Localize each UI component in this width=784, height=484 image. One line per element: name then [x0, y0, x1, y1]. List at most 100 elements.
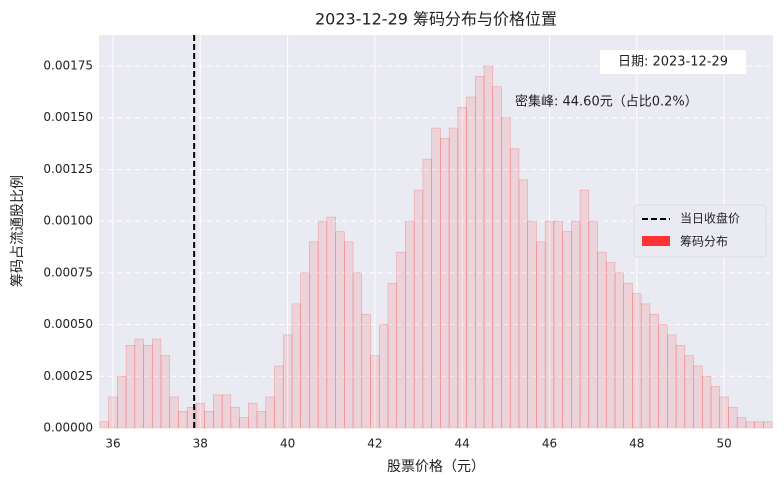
- bar: [195, 402, 205, 429]
- x-tick-label: 48: [629, 437, 644, 451]
- bar: [317, 220, 328, 429]
- legend-swatch: [642, 236, 670, 246]
- bar: [640, 303, 651, 429]
- bar: [597, 251, 607, 429]
- bar: [675, 344, 686, 429]
- bar: [204, 411, 214, 429]
- bar: [309, 241, 319, 429]
- bar: [588, 220, 598, 429]
- bar: [492, 86, 502, 429]
- bar: [387, 282, 398, 429]
- y-tick-label: 0.00050: [43, 317, 93, 331]
- bar: [405, 220, 415, 429]
- legend-label: 筹码分布: [680, 235, 728, 249]
- bar: [247, 402, 258, 429]
- bar: [413, 189, 424, 429]
- bar: [440, 138, 450, 429]
- bar: [186, 407, 197, 429]
- bar: [579, 189, 590, 429]
- bar: [300, 272, 310, 429]
- bar: [457, 107, 467, 429]
- y-tick-label: 0.00150: [43, 110, 93, 124]
- x-tick-label: 40: [280, 437, 295, 451]
- bar: [335, 231, 345, 429]
- y-tick-label: 0.00000: [43, 421, 93, 435]
- bar: [518, 179, 528, 429]
- bar: [282, 334, 293, 429]
- x-tick-label: 46: [542, 437, 557, 451]
- bar: [134, 338, 144, 429]
- x-tick-label: 36: [105, 437, 120, 451]
- annotation-box: [600, 50, 746, 74]
- bar: [448, 127, 459, 429]
- bar: [649, 313, 659, 429]
- bar: [536, 241, 546, 429]
- bar: [265, 396, 275, 429]
- bar: [99, 421, 109, 429]
- bar: [291, 303, 301, 429]
- bar: [553, 220, 563, 429]
- bar: [274, 365, 284, 429]
- y-tick-label: 0.00125: [43, 162, 93, 176]
- bar: [754, 421, 764, 429]
- bar: [571, 220, 581, 429]
- bar: [151, 338, 162, 429]
- bar: [422, 158, 432, 429]
- bar: [396, 251, 406, 429]
- y-tick-label: 0.00025: [43, 369, 93, 383]
- bar: [378, 324, 389, 429]
- y-tick-label: 0.00175: [43, 59, 93, 73]
- bar: [239, 417, 249, 429]
- y-tick-label: 0.00075: [43, 265, 93, 279]
- bar: [143, 344, 153, 429]
- bar: [509, 148, 520, 429]
- bar: [474, 76, 485, 429]
- bar: [684, 355, 694, 429]
- x-tick-label: 38: [193, 437, 208, 451]
- bar: [256, 411, 267, 429]
- bar: [431, 127, 441, 429]
- bar: [117, 375, 127, 429]
- annotation: 密集峰: 44.60元（占比0.2%）: [515, 94, 698, 110]
- bar: [370, 355, 380, 429]
- bar: [108, 396, 118, 429]
- x-tick-label: 42: [367, 437, 382, 451]
- bar: [501, 117, 511, 429]
- bar: [527, 220, 537, 429]
- legend-label: 当日收盘价: [680, 211, 740, 226]
- bar: [710, 386, 721, 429]
- bar: [745, 421, 755, 429]
- bar: [658, 324, 668, 429]
- bar: [719, 396, 729, 429]
- bar: [701, 375, 712, 429]
- bar: [125, 344, 136, 429]
- bar: [178, 411, 188, 429]
- bar: [614, 272, 625, 429]
- bar: [623, 282, 633, 429]
- bar: [544, 220, 555, 429]
- bar: [562, 231, 572, 429]
- bar: [213, 394, 223, 429]
- bar: [728, 407, 738, 429]
- annotation: 日期: 2023-12-29: [618, 55, 728, 70]
- bar: [667, 334, 677, 429]
- bar: [605, 262, 616, 429]
- x-tick-label: 44: [455, 437, 470, 451]
- bar: [763, 421, 773, 429]
- bar: [326, 216, 336, 429]
- bar: [230, 407, 240, 429]
- x-tick-label: 50: [716, 437, 731, 451]
- bar: [736, 417, 747, 429]
- y-axis-label: 筹码占流通股比例: [9, 175, 26, 287]
- x-axis-label: 股票价格（元）: [387, 459, 485, 475]
- bar: [693, 365, 703, 429]
- chart-title: 2023-12-29 筹码分布与价格位置: [315, 10, 557, 29]
- bar: [361, 313, 371, 429]
- bar: [483, 65, 494, 429]
- bar: [632, 293, 642, 429]
- y-tick-label: 0.00100: [43, 214, 93, 228]
- bar: [344, 241, 354, 429]
- bar: [169, 396, 179, 429]
- bar: [160, 355, 171, 429]
